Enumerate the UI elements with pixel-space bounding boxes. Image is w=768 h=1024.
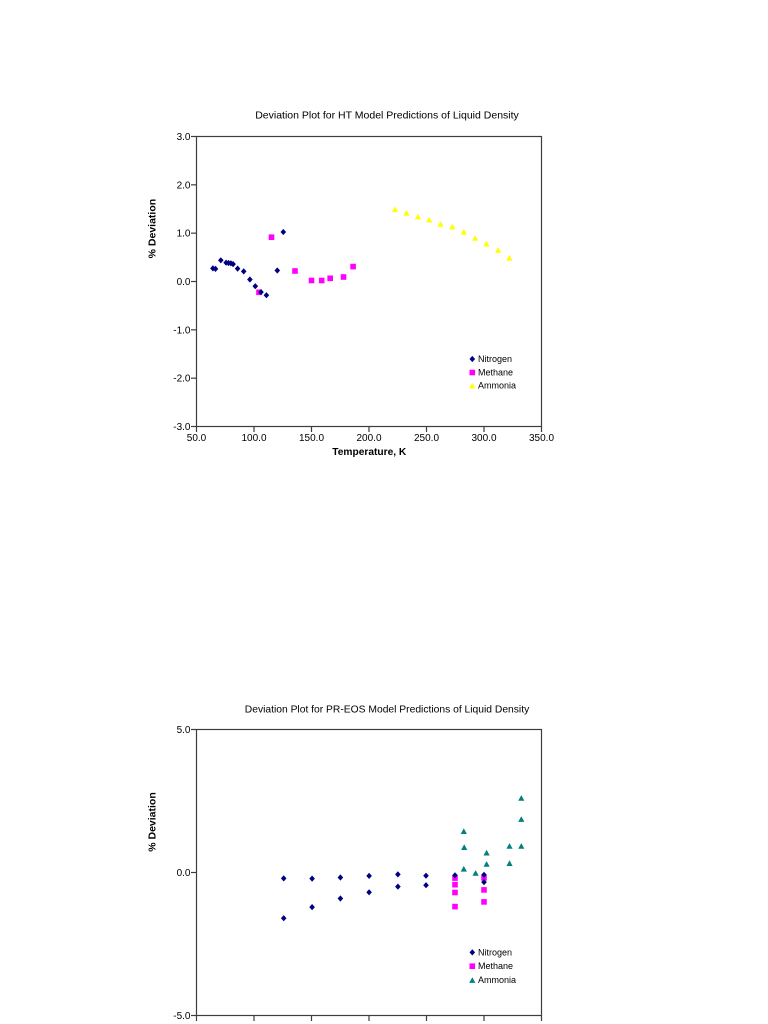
svg-text:Temperature, K: Temperature, K [332, 447, 407, 458]
svg-text:Nitrogen: Nitrogen [478, 354, 512, 364]
svg-text:Methane: Methane [478, 367, 513, 377]
svg-text:150.0: 150.0 [299, 433, 324, 444]
svg-text:5.0: 5.0 [177, 725, 191, 736]
svg-text:% Deviation: % Deviation [146, 792, 158, 852]
svg-text:350.0: 350.0 [529, 433, 554, 444]
svg-text:Ammonia: Ammonia [478, 381, 516, 391]
svg-text:-3.0: -3.0 [173, 422, 191, 433]
svg-text:Ammonia: Ammonia [478, 975, 516, 985]
svg-text:3.0: 3.0 [177, 132, 191, 143]
svg-text:-2.0: -2.0 [173, 374, 191, 385]
svg-text:-5.0: -5.0 [173, 1011, 191, 1022]
svg-text:250.0: 250.0 [414, 433, 439, 444]
svg-text:Deviation Plot for PR-EOS Mode: Deviation Plot for PR-EOS Model Predicti… [245, 705, 530, 716]
svg-text:300.0: 300.0 [471, 433, 496, 444]
svg-text:Deviation Plot for HT Model Pr: Deviation Plot for HT Model Predictions … [255, 109, 519, 121]
svg-text:200.0: 200.0 [356, 433, 381, 444]
svg-text:100.0: 100.0 [241, 433, 266, 444]
svg-text:1.0: 1.0 [177, 229, 191, 240]
svg-text:-1.0: -1.0 [173, 325, 191, 336]
svg-text:% Deviation: % Deviation [146, 199, 158, 259]
svg-text:0.0: 0.0 [177, 277, 191, 288]
svg-text:50.0: 50.0 [187, 433, 207, 444]
svg-text:Methane: Methane [478, 961, 513, 971]
svg-text:Nitrogen: Nitrogen [478, 947, 512, 957]
svg-text:0.0: 0.0 [177, 868, 191, 879]
svg-text:2.0: 2.0 [177, 180, 191, 191]
